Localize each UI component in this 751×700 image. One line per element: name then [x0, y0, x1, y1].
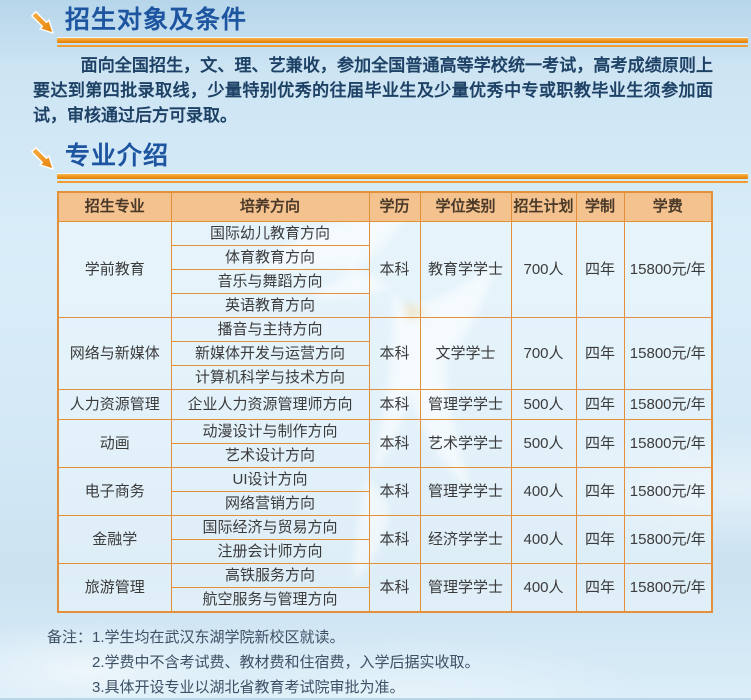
table-row: 航空服务与管理方向 — [58, 587, 712, 613]
direction-cell: 动漫设计与制作方向 — [170, 419, 370, 444]
degree-cell: 本科 — [368, 467, 421, 516]
notes: 备注： 1.学生均在武汉东湖学院新校区就读。 2.学费中不含考试费、教材费和住宿… — [47, 625, 751, 700]
col-header-major: 招生专业 — [57, 191, 172, 222]
section-majors-header: 专业介绍 — [0, 140, 751, 174]
col-header-plan: 招生计划 — [510, 191, 577, 222]
degree-type-cell: 管理学学士 — [419, 389, 512, 420]
direction-cell: 航空服务与管理方向 — [170, 587, 370, 613]
table-row: 网络与新媒体 播音与主持方向 本科 文学学士 700人 四年 15800元/年 — [57, 317, 713, 390]
duration-cell: 四年 — [575, 419, 625, 468]
degree-cell: 本科 — [368, 317, 421, 390]
duration-cell: 四年 — [575, 221, 625, 318]
col-header-degree: 学历 — [368, 191, 421, 222]
direction-cell: 企业人力资源管理师方向 — [170, 389, 370, 420]
direction-cell: 音乐与舞蹈方向 — [170, 269, 370, 294]
direction-cell: 国际幼儿教育方向 — [170, 221, 370, 246]
col-header-degree-type: 学位类别 — [419, 191, 512, 222]
tuition-cell: 15800元/年 — [623, 467, 713, 516]
degree-cell: 本科 — [368, 221, 421, 318]
table-row: 电子商务 UI设计方向 本科 管理学学士 400人 四年 15800元/年 — [57, 467, 713, 516]
plan-cell: 700人 — [510, 317, 577, 390]
degree-type-cell: 艺术学学士 — [419, 419, 512, 468]
major-cell: 学前教育 — [57, 221, 172, 318]
note-item: 3.具体开设专业以湖北省教育考试院审批为准。 — [92, 679, 405, 696]
section-title-majors: 专业介绍 — [65, 142, 170, 170]
section-underline — [57, 174, 748, 183]
degree-type-cell: 经济学学士 — [419, 515, 512, 564]
brochure-page: 招生对象及条件 面向全国招生，文、理、艺兼收，参加全国普通高等学校统一考试，高考… — [0, 4, 751, 698]
degree-cell: 本科 — [368, 563, 421, 613]
degree-type-cell: 文学学士 — [419, 317, 512, 390]
major-cell: 电子商务 — [57, 467, 172, 516]
tuition-cell: 15800元/年 — [623, 317, 713, 390]
section-title-admission: 招生对象及条件 — [65, 6, 248, 34]
tuition-cell: 15800元/年 — [623, 563, 713, 613]
degree-cell: 本科 — [368, 389, 421, 420]
underline-thin-bar — [57, 45, 748, 47]
col-header-duration: 学制 — [575, 191, 625, 222]
direction-cell: 英语教育方向 — [170, 293, 370, 318]
notes-label: 备注： — [47, 629, 93, 646]
direction-cell: 高铁服务方向 — [170, 563, 370, 588]
section-admission-header: 招生对象及条件 — [0, 4, 751, 38]
major-cell: 金融学 — [57, 515, 172, 564]
major-cell: 旅游管理 — [57, 563, 172, 613]
table-row: 金融学 国际经济与贸易方向 本科 经济学学士 400人 四年 15800元/年 — [57, 515, 713, 564]
table-row: 注册会计师方向 — [58, 539, 712, 564]
degree-type-cell: 管理学学士 — [419, 467, 512, 516]
direction-cell: UI设计方向 — [170, 467, 370, 492]
plan-cell: 400人 — [510, 515, 577, 564]
plan-cell: 400人 — [510, 467, 577, 516]
direction-cell: 注册会计师方向 — [170, 539, 370, 564]
table-row: 旅游管理 高铁服务方向 本科 管理学学士 400人 四年 15800元/年 — [57, 563, 713, 613]
section-underline — [57, 38, 748, 47]
col-header-tuition: 学费 — [623, 191, 713, 222]
arrow-se-icon — [31, 11, 54, 34]
major-cell: 动画 — [57, 419, 172, 468]
table-row: 动画 动漫设计与制作方向 本科 艺术学学士 500人 四年 15800元/年 — [57, 419, 713, 468]
degree-type-cell: 教育学学士 — [419, 221, 512, 318]
tuition-cell: 15800元/年 — [623, 419, 713, 468]
note-line: 备注： 1.学生均在武汉东湖学院新校区就读。 — [47, 625, 751, 650]
plan-cell: 400人 — [510, 563, 577, 613]
direction-cell: 体育教育方向 — [170, 245, 370, 270]
plan-cell: 700人 — [510, 221, 577, 318]
major-cell: 网络与新媒体 — [57, 317, 172, 390]
degree-cell: 本科 — [368, 515, 421, 564]
direction-cell: 网络营销方向 — [170, 491, 370, 516]
tuition-cell: 15800元/年 — [623, 221, 713, 318]
degree-type-cell: 管理学学士 — [419, 563, 512, 613]
note-item: 2.学费中不含考试费、教材费和住宿费，入学后据实收取。 — [92, 654, 480, 671]
degree-cell: 本科 — [368, 419, 421, 468]
duration-cell: 四年 — [575, 563, 625, 613]
tuition-cell: 15800元/年 — [623, 389, 713, 420]
table-header-row: 招生专业 培养方向 学历 学位类别 招生计划 学制 学费 — [57, 191, 713, 222]
note-item: 1.学生均在武汉东湖学院新校区就读。 — [92, 629, 345, 646]
underline-thick-bar — [57, 38, 748, 43]
direction-cell: 国际经济与贸易方向 — [170, 515, 370, 540]
tuition-cell: 15800元/年 — [623, 515, 713, 564]
plan-cell: 500人 — [510, 419, 577, 468]
underline-thick-bar — [57, 174, 748, 179]
duration-cell: 四年 — [575, 389, 625, 420]
table-row: 人力资源管理 企业人力资源管理师方向 本科 管理学学士 500人 四年 1580… — [57, 389, 713, 420]
direction-cell: 计算机科学与技术方向 — [170, 365, 370, 390]
arrow-se-icon — [31, 147, 54, 170]
direction-cell: 新媒体开发与运营方向 — [170, 341, 370, 366]
direction-cell: 艺术设计方向 — [170, 443, 370, 468]
col-header-direction: 培养方向 — [170, 191, 370, 222]
duration-cell: 四年 — [575, 317, 625, 390]
underline-thin-bar — [57, 181, 748, 183]
duration-cell: 四年 — [575, 515, 625, 564]
duration-cell: 四年 — [575, 467, 625, 516]
direction-cell: 播音与主持方向 — [170, 317, 370, 342]
major-cell: 人力资源管理 — [57, 389, 172, 420]
majors-table: 招生专业 培养方向 学历 学位类别 招生计划 学制 学费 学前教育 国际幼儿教育… — [57, 191, 713, 613]
plan-cell: 500人 — [510, 389, 577, 420]
table-row: 学前教育 国际幼儿教育方向 本科 教育学学士 700人 四年 15800元/年 — [57, 221, 713, 318]
admission-paragraph: 面向全国招生，文、理、艺兼收，参加全国普通高等学校统一考试，高考成绩原则上要达到… — [33, 56, 713, 125]
